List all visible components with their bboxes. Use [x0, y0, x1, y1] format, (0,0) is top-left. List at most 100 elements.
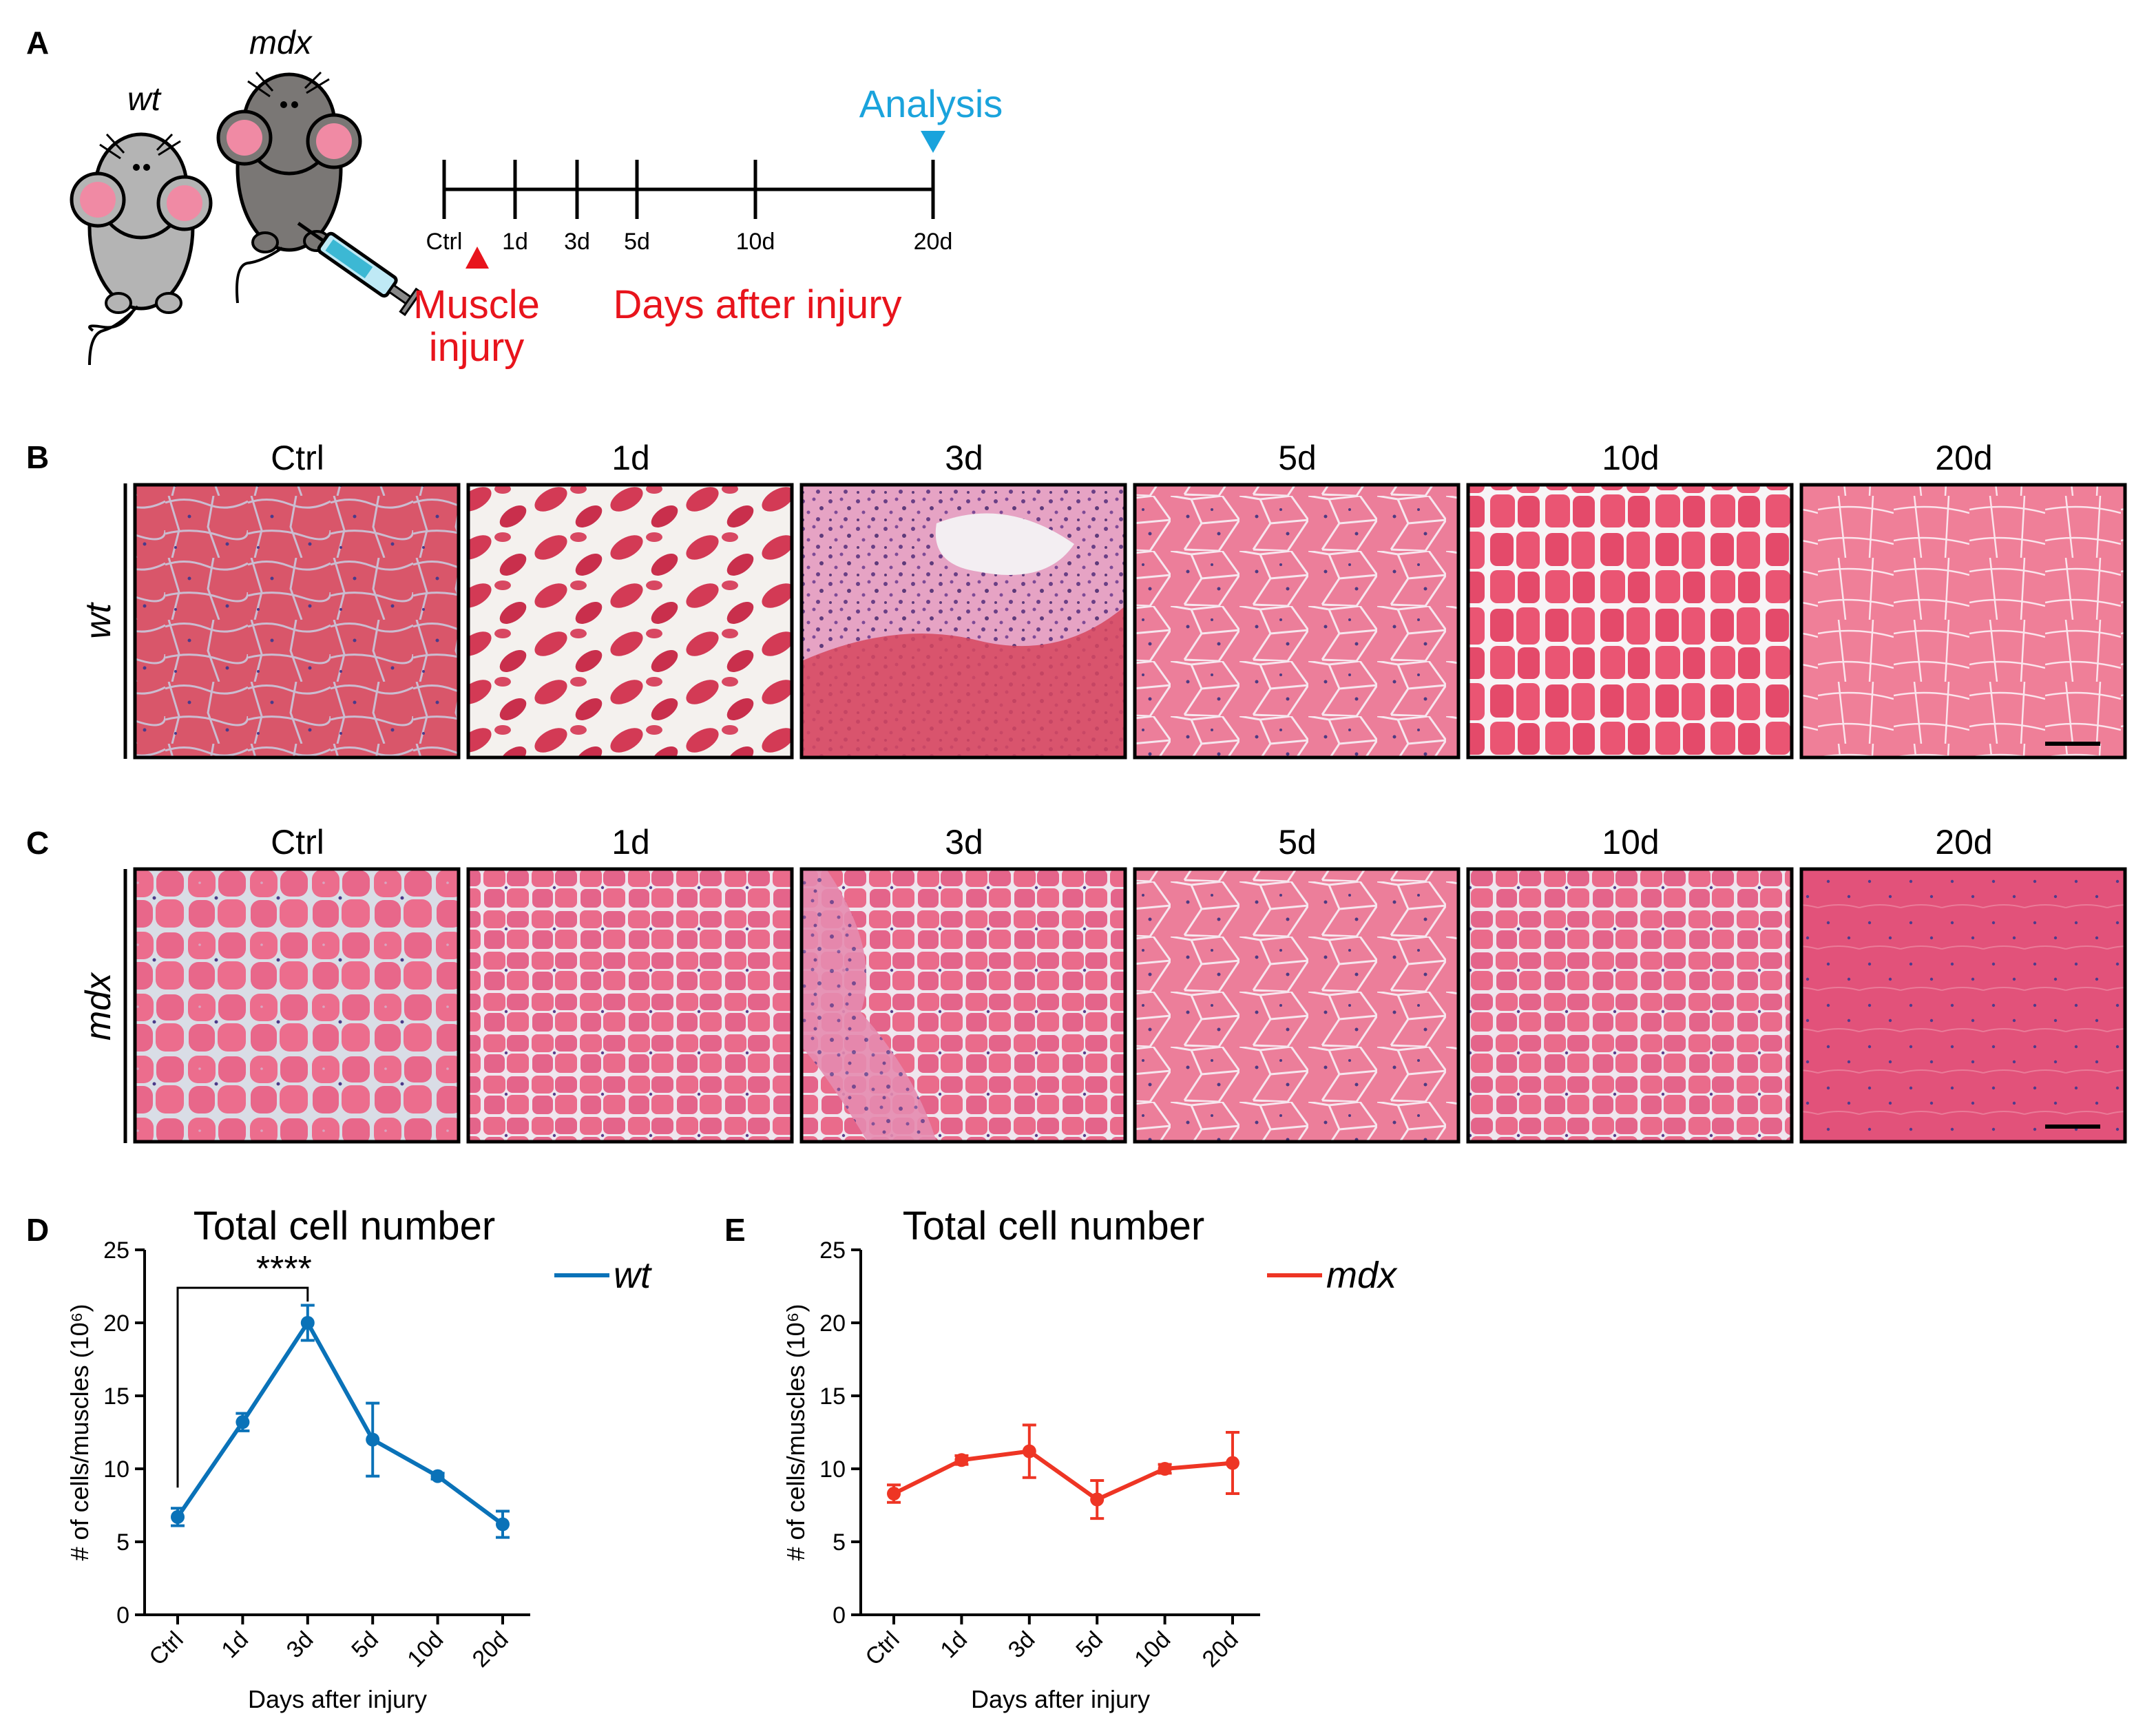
row-label-mdx: mdx: [79, 972, 118, 1040]
y-tick-label: 20: [103, 1310, 129, 1337]
injury-label-line2: injury: [429, 325, 525, 370]
col-label-b-5d: 5d: [1278, 439, 1317, 477]
mouse-mdx-label: mdx: [249, 25, 313, 61]
y-axis-label: # of cells/muscles (10⁶): [65, 1304, 94, 1561]
col-label-c-10d: 10d: [1602, 823, 1659, 861]
y-axis-label: # of cells/muscles (10⁶): [782, 1304, 810, 1561]
y-tick-label: 15: [103, 1383, 129, 1410]
x-tick-label: 10d: [402, 1627, 448, 1673]
row-label-wt: wt: [79, 601, 118, 639]
y-tick-label: 0: [116, 1602, 129, 1629]
y-tick-label: 5: [116, 1529, 129, 1556]
chart-d-title: Total cell number: [193, 1204, 495, 1248]
data-point: [1022, 1444, 1036, 1458]
panel-label-d: D: [26, 1212, 49, 1248]
panel-label-b: B: [26, 439, 49, 475]
timeline-tick-ctrl: Ctrl: [426, 229, 463, 255]
legend-label: mdx: [1326, 1255, 1398, 1296]
timeline: [442, 160, 935, 219]
analysis-label: Analysis: [859, 82, 1003, 125]
injury-arrow-icon: [465, 247, 489, 269]
significance-bracket: [176, 1286, 309, 1488]
x-tick-label: Ctrl: [144, 1627, 188, 1671]
y-tick-label: 10: [819, 1456, 846, 1483]
x-tick-label: 1d: [935, 1627, 972, 1664]
timeline-tick-10d: 10d: [736, 229, 775, 255]
timeline-tick-20d: 20d: [914, 229, 953, 255]
y-tick-label: 0: [833, 1602, 846, 1629]
data-point: [1090, 1492, 1105, 1507]
data-point: [954, 1453, 969, 1467]
series-line-wt: [176, 1319, 504, 1526]
histology-wt-5d: [1133, 483, 1461, 760]
syringe-icon: [297, 222, 422, 317]
x-tick-label: 3d: [1003, 1627, 1040, 1664]
histology-wt-20d: [1799, 483, 2127, 760]
y-tick-label: 5: [833, 1529, 846, 1556]
histology-wt-10d: [1466, 483, 1794, 760]
analysis-arrow-icon: [921, 131, 945, 153]
col-label-b-1d: 1d: [611, 439, 650, 477]
significance-stars: ****: [256, 1249, 312, 1289]
histology-wt-3d: [799, 483, 1127, 760]
col-label-c-5d: 5d: [1278, 823, 1317, 861]
data-point: [171, 1509, 185, 1524]
data-point: [496, 1517, 510, 1531]
days-after-injury-label: Days after injury: [613, 282, 901, 327]
y-tick-label: 25: [103, 1237, 129, 1264]
data-point: [887, 1487, 901, 1501]
data-point: [430, 1469, 445, 1483]
col-label-c-3d: 3d: [945, 823, 983, 861]
wt-mouse-illustration: [70, 132, 213, 366]
histology-mdx-1d: [466, 867, 794, 1144]
data-point: [300, 1316, 315, 1330]
y-tick-label: 15: [819, 1383, 846, 1410]
panel-label-c: C: [26, 825, 49, 861]
series-line-mdx: [892, 1449, 1233, 1502]
data-point: [236, 1415, 250, 1430]
y-tick-label: 10: [103, 1456, 129, 1483]
x-axis-label: Days after injury: [248, 1685, 427, 1713]
timeline-tick-1d: 1d: [502, 229, 528, 255]
histology-mdx-ctrl: [133, 867, 461, 1144]
panel-label-a: A: [26, 25, 49, 61]
x-tick-label: 5d: [1071, 1627, 1108, 1664]
col-label-b-10d: 10d: [1602, 439, 1659, 477]
x-tick-label: Ctrl: [860, 1627, 904, 1671]
x-tick-label: 20d: [468, 1627, 514, 1673]
data-point: [1226, 1456, 1239, 1470]
x-tick-label: 20d: [1197, 1627, 1244, 1673]
x-tick-label: 10d: [1129, 1627, 1175, 1673]
col-label-c-1d: 1d: [611, 823, 650, 861]
col-label-b-20d: 20d: [1935, 439, 1992, 477]
chart-e-title: Total cell number: [903, 1204, 1204, 1248]
x-tick-label: 5d: [346, 1627, 384, 1664]
histology-mdx-5d: [1133, 867, 1461, 1144]
legend-label: wt: [614, 1255, 652, 1296]
y-tick-label: 25: [819, 1237, 846, 1264]
histology-wt-ctrl: [133, 483, 461, 760]
timeline-tick-3d: 3d: [564, 229, 590, 255]
mdx-mouse-illustration: [216, 71, 362, 304]
data-point: [366, 1432, 380, 1447]
histology-mdx-3d: [799, 867, 1127, 1144]
histology-mdx-20d: [1799, 867, 2127, 1144]
chart-e: 0 5 10 15 20 25 Ctrl 1d 3d 5d 10d 20d Days after inj…: [782, 1237, 1398, 1713]
x-tick-label: 3d: [282, 1627, 319, 1664]
injury-label-line1: Muscle: [413, 282, 540, 327]
col-label-c-20d: 20d: [1935, 823, 1992, 861]
y-tick-label: 20: [819, 1310, 846, 1337]
timeline-tick-5d: 5d: [624, 229, 650, 255]
col-label-b-3d: 3d: [945, 439, 983, 477]
panel-label-e: E: [724, 1212, 746, 1248]
x-tick-label: 1d: [216, 1627, 253, 1664]
col-label-b-ctrl: Ctrl: [271, 439, 324, 477]
col-label-c-ctrl: Ctrl: [271, 823, 324, 861]
data-point: [1158, 1462, 1172, 1476]
x-axis-label: Days after injury: [971, 1685, 1150, 1713]
histology-wt-1d: [466, 483, 794, 760]
chart-d: 0 5 10 15 20 25 Ctrl 1d 3d 5d 10d 20d Days after inj…: [65, 1237, 652, 1713]
mouse-wt-label: wt: [127, 81, 162, 118]
histology-mdx-10d: [1466, 867, 1794, 1144]
